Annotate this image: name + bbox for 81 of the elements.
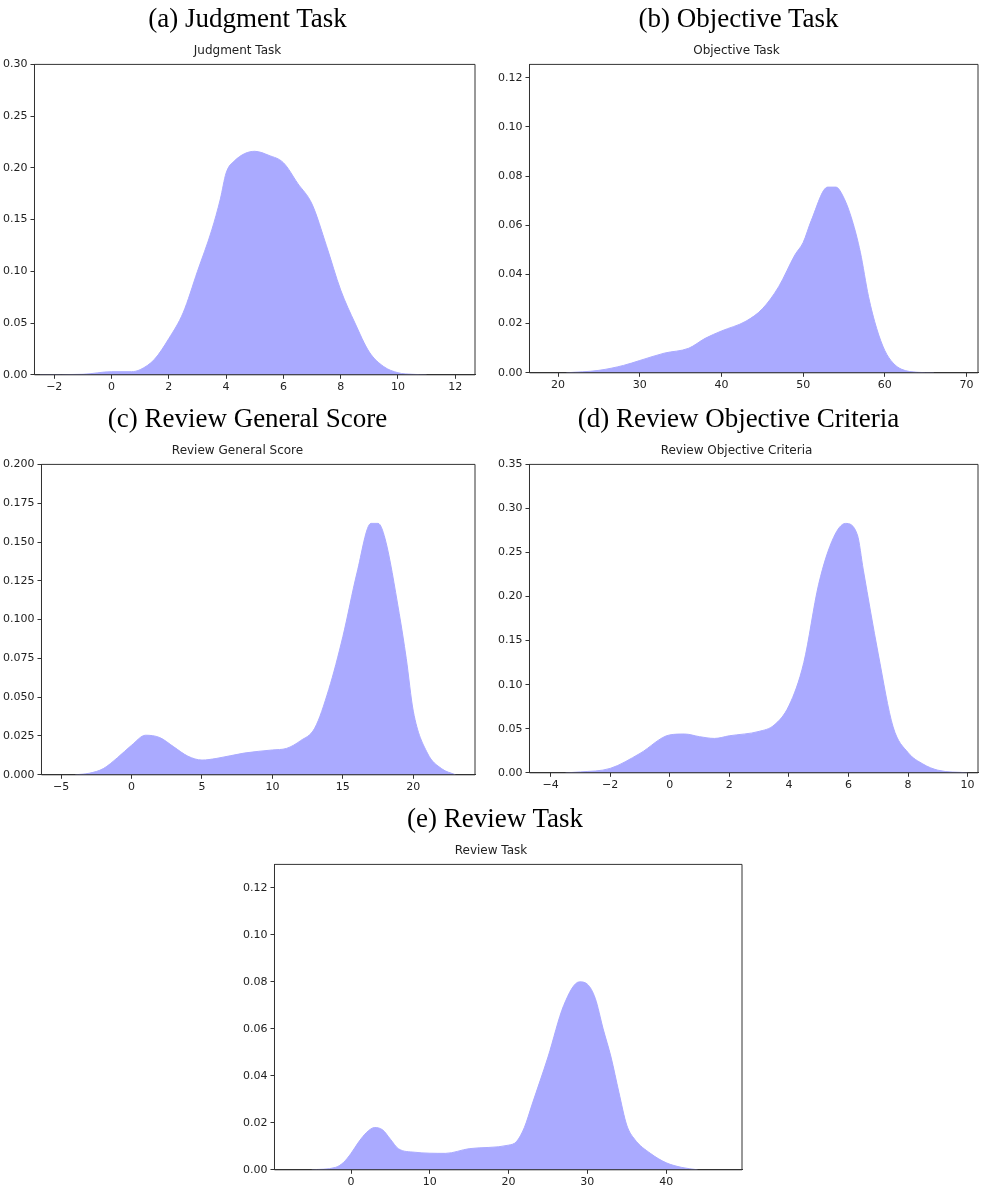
y-tick-label: 0.12 — [497, 70, 523, 84]
y-tick-label: 0.175 — [2, 496, 35, 510]
y-tick-label: 0.05 — [2, 315, 28, 329]
x-tick-label: 10 — [960, 778, 975, 792]
x-tick-label: −5 — [52, 780, 70, 794]
y-tick-label: 0.35 — [497, 457, 523, 471]
x-tick-label: −2 — [602, 778, 619, 792]
x-tick-label: 8 — [337, 380, 345, 394]
y-tick-label: 0.30 — [497, 501, 523, 515]
y-tick-label: 0.00 — [497, 765, 523, 779]
y-tick-label: 0.10 — [242, 927, 268, 941]
y-tick-label: 0.00 — [2, 367, 28, 381]
x-tick-label: 40 — [659, 1175, 674, 1189]
y-tick-label: 0.04 — [497, 267, 523, 281]
x-tick-label: 40 — [714, 378, 729, 392]
x-tick-label: 4 — [222, 380, 230, 394]
x-tick-label: 30 — [580, 1175, 595, 1189]
y-tick-label: 0.150 — [2, 534, 35, 548]
chart-subtitle: Review General Score — [171, 443, 304, 458]
y-tick-label: 0.06 — [497, 218, 523, 232]
x-tick-label: −2 — [46, 380, 63, 394]
x-tick-label: 8 — [904, 778, 912, 792]
y-tick-label: 0.00 — [242, 1162, 268, 1176]
x-tick-label: 0 — [347, 1175, 355, 1189]
x-tick-label: 2 — [725, 778, 733, 792]
y-tick-label: 0.20 — [497, 589, 523, 603]
x-tick-label: −4 — [542, 778, 559, 792]
y-tick-label: 0.20 — [2, 160, 28, 174]
x-tick-label: 0 — [666, 778, 674, 792]
y-tick-label: 0.000 — [2, 767, 35, 781]
y-tick-label: 0.02 — [242, 1115, 268, 1129]
x-tick-label: 60 — [877, 378, 892, 392]
x-tick-label: 5 — [198, 780, 206, 794]
y-tick-label: 0.25 — [497, 545, 523, 559]
x-tick-label: 20 — [551, 378, 566, 392]
y-tick-label: 0.08 — [242, 974, 268, 988]
y-tick-label: 0.125 — [2, 573, 35, 587]
chart-subtitle: Review Task — [454, 843, 528, 858]
y-tick-label: 0.06 — [242, 1021, 268, 1035]
x-tick-label: 6 — [844, 778, 852, 792]
y-tick-label: 0.10 — [2, 264, 28, 278]
y-tick-label: 0.15 — [2, 212, 28, 226]
chart-subtitle: Objective Task — [693, 43, 780, 58]
y-tick-label: 0.100 — [2, 612, 35, 626]
y-tick-label: 0.05 — [497, 721, 523, 735]
chart-subtitle: Judgment Task — [192, 43, 282, 58]
x-tick-label: 10 — [265, 780, 280, 794]
chart-title: (b) Objective Task — [637, 2, 840, 35]
y-tick-label: 0.04 — [242, 1068, 268, 1082]
y-tick-label: 0.200 — [2, 457, 35, 471]
x-tick-label: 6 — [279, 380, 287, 394]
chart-title: (d) Review Objective Criteria — [576, 402, 901, 435]
x-tick-label: 0 — [108, 380, 116, 394]
x-tick-label: 70 — [959, 378, 974, 392]
chart-title: (a) Judgment Task — [147, 2, 348, 35]
y-tick-label: 0.02 — [497, 316, 523, 330]
y-tick-label: 0.25 — [2, 108, 28, 122]
y-tick-label: 0.10 — [497, 677, 523, 691]
y-tick-label: 0.12 — [242, 880, 268, 894]
x-tick-label: 50 — [796, 378, 811, 392]
x-tick-label: 10 — [422, 1175, 437, 1189]
y-tick-label: 0.08 — [497, 168, 523, 182]
chart-subtitle: Review Objective Criteria — [660, 443, 813, 458]
x-tick-label: 20 — [501, 1175, 516, 1189]
y-tick-label: 0.00 — [497, 365, 523, 379]
x-tick-label: 4 — [785, 778, 793, 792]
y-tick-label: 0.025 — [2, 728, 35, 742]
chart-title: (c) Review General Score — [106, 402, 389, 435]
y-tick-label: 0.10 — [497, 119, 523, 133]
y-tick-label: 0.15 — [497, 633, 523, 647]
chart-title: (e) Review Task — [405, 802, 585, 835]
x-tick-label: 15 — [335, 780, 350, 794]
x-tick-label: 20 — [406, 780, 421, 794]
x-tick-label: 30 — [632, 378, 647, 392]
x-tick-label: 10 — [390, 380, 405, 394]
x-tick-label: 0 — [128, 780, 136, 794]
x-tick-label: 12 — [448, 380, 463, 394]
y-tick-label: 0.30 — [2, 57, 28, 71]
x-tick-label: 2 — [165, 380, 173, 394]
y-tick-label: 0.075 — [2, 651, 35, 665]
y-tick-label: 0.050 — [2, 690, 35, 704]
